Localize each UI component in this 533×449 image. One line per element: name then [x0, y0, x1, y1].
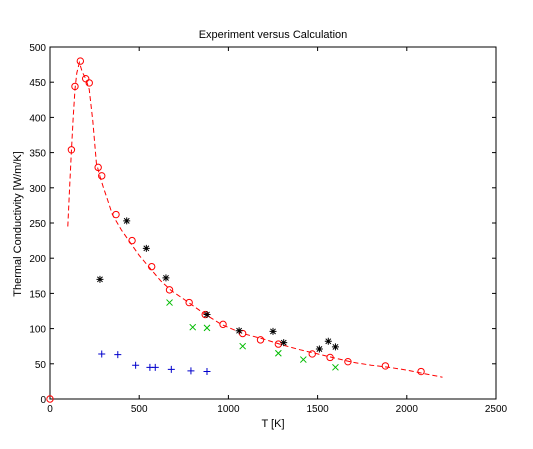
- data-point-x: [299, 356, 307, 363]
- data-point-circle: [185, 298, 193, 307]
- data-point-asterisk: [203, 311, 211, 319]
- data-point-circle: [344, 357, 352, 366]
- y-tick-label: 200: [29, 254, 46, 265]
- data-point-asterisk: [142, 244, 150, 252]
- series-3: [166, 299, 339, 371]
- model-curve: [67, 60, 443, 378]
- y-tick-label: 250: [29, 219, 46, 230]
- data-point-circle: [46, 395, 54, 403]
- data-point-plus: [203, 368, 211, 376]
- x-tick-label: 0: [47, 404, 53, 415]
- y-tick-label: 100: [29, 325, 46, 336]
- data-point-x: [332, 363, 339, 371]
- data-point-asterisk: [96, 275, 104, 283]
- data-point-circle: [238, 329, 247, 338]
- data-point-circle: [219, 320, 227, 329]
- data-point-asterisk: [123, 217, 131, 225]
- data-point-circle: [147, 262, 156, 271]
- data-point-circle: [76, 57, 85, 65]
- data-point-x: [203, 324, 211, 332]
- data-point-asterisk: [269, 327, 277, 335]
- data-point-circle: [128, 236, 136, 245]
- data-point-x: [274, 349, 282, 357]
- data-point-asterisk: [235, 327, 243, 335]
- data-point-circle: [94, 163, 102, 172]
- data-point-asterisk: [280, 339, 288, 347]
- series-0: [67, 60, 443, 378]
- data-point-circle: [381, 362, 390, 370]
- data-point-asterisk: [315, 345, 323, 353]
- data-point-asterisk: [331, 343, 339, 351]
- y-tick-label: 0: [40, 395, 46, 406]
- series-2: [96, 217, 339, 353]
- y-tick-label: 300: [29, 184, 46, 195]
- y-tick-label: 450: [29, 78, 46, 89]
- chart-marks: [46, 57, 443, 403]
- data-point-circle: [81, 74, 90, 83]
- series-1: [46, 57, 425, 403]
- data-point-x: [239, 342, 247, 350]
- data-point-plus: [151, 363, 159, 371]
- x-tick-label: 2000: [396, 404, 419, 415]
- x-tick-label: 1000: [217, 404, 240, 415]
- axis-ticks: 0 500 1000 1500 2000 2500 0 50 100 150 200 250 300 35…: [29, 43, 507, 415]
- data-point-circle: [326, 353, 334, 362]
- data-point-plus: [167, 365, 175, 373]
- data-point-asterisk: [324, 337, 332, 345]
- data-point-asterisk: [162, 274, 170, 282]
- y-axis-label: Thermal Conductivity [W/m/K]: [12, 151, 24, 296]
- y-tick-label: 500: [29, 43, 46, 54]
- x-axis-label: T [K]: [261, 418, 284, 430]
- y-tick-label: 400: [29, 113, 46, 124]
- data-point-circle: [256, 336, 265, 344]
- data-point-plus: [132, 361, 140, 369]
- x-tick-label: 500: [131, 404, 148, 415]
- data-point-plus: [98, 350, 106, 358]
- data-point-circle: [274, 340, 283, 348]
- data-point-circle: [112, 210, 120, 219]
- chart-title: Experiment versus Calculation: [199, 29, 348, 41]
- data-point-plus: [187, 367, 195, 375]
- data-point-plus: [114, 351, 122, 359]
- y-tick-label: 150: [29, 289, 46, 300]
- data-point-circle: [98, 172, 106, 180]
- data-point-x: [166, 299, 173, 306]
- x-tick-label: 2500: [485, 404, 508, 415]
- series-4: [98, 350, 211, 376]
- data-point-circle: [165, 286, 174, 294]
- data-point-circle: [85, 79, 93, 87]
- data-point-x: [189, 323, 197, 331]
- y-tick-label: 50: [35, 360, 47, 371]
- y-tick-label: 350: [29, 149, 46, 160]
- x-tick-label: 1500: [306, 404, 329, 415]
- data-point-circle: [308, 350, 316, 358]
- data-point-circle: [67, 146, 76, 154]
- data-point-circle: [71, 82, 79, 91]
- data-point-circle: [417, 367, 425, 376]
